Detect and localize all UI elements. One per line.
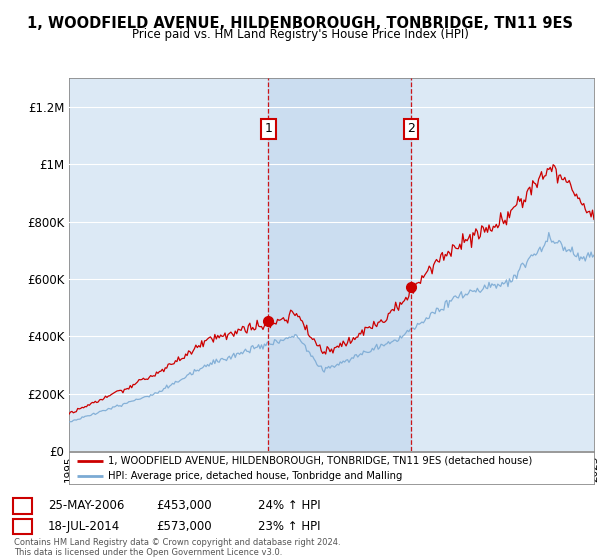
Text: £573,000: £573,000 bbox=[156, 520, 212, 533]
Text: 2: 2 bbox=[407, 122, 415, 135]
Text: 25-MAY-2006: 25-MAY-2006 bbox=[48, 499, 124, 512]
Bar bbox=[268, 78, 411, 451]
Text: 23% ↑ HPI: 23% ↑ HPI bbox=[258, 520, 320, 533]
Text: 1, WOODFIELD AVENUE, HILDENBOROUGH, TONBRIDGE, TN11 9ES (detached house): 1, WOODFIELD AVENUE, HILDENBOROUGH, TONB… bbox=[109, 456, 533, 466]
Text: 24% ↑ HPI: 24% ↑ HPI bbox=[258, 499, 320, 512]
Text: 2: 2 bbox=[19, 520, 26, 533]
Text: 1: 1 bbox=[264, 122, 272, 135]
Text: 18-JUL-2014: 18-JUL-2014 bbox=[48, 520, 120, 533]
Text: 1, WOODFIELD AVENUE, HILDENBOROUGH, TONBRIDGE, TN11 9ES: 1, WOODFIELD AVENUE, HILDENBOROUGH, TONB… bbox=[27, 16, 573, 31]
Text: 1: 1 bbox=[19, 499, 26, 512]
Text: £453,000: £453,000 bbox=[156, 499, 212, 512]
Text: Contains HM Land Registry data © Crown copyright and database right 2024.
This d: Contains HM Land Registry data © Crown c… bbox=[14, 538, 340, 557]
Text: Price paid vs. HM Land Registry's House Price Index (HPI): Price paid vs. HM Land Registry's House … bbox=[131, 28, 469, 41]
Text: HPI: Average price, detached house, Tonbridge and Malling: HPI: Average price, detached house, Tonb… bbox=[109, 470, 403, 480]
